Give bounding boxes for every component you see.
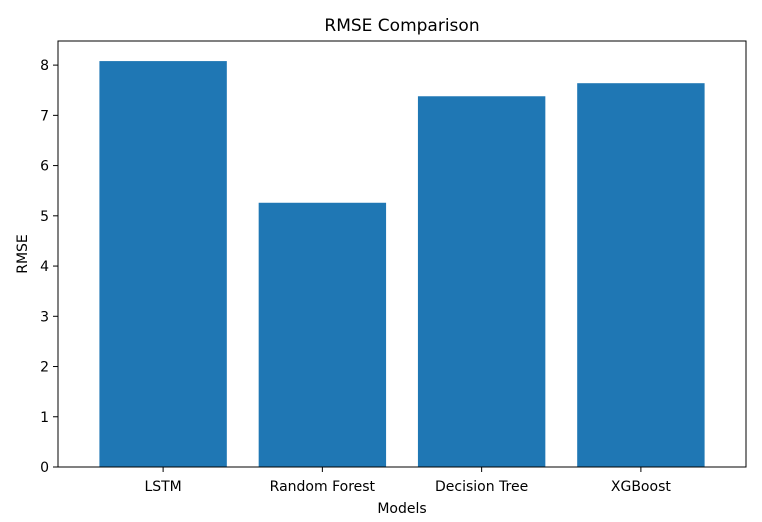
y-axis: 0 1 2 3 4 5 6 7 8	[40, 58, 58, 476]
bar-xgboost	[577, 83, 705, 467]
axes-frame	[57, 40, 747, 468]
bar-decision-tree	[417, 96, 546, 467]
x-tick-label: Decision Tree	[435, 479, 528, 495]
y-tick-label: 4	[40, 259, 49, 275]
plot-area	[57, 40, 747, 468]
x-tick-label: LSTM	[144, 479, 181, 495]
x-tick-label: Random Forest	[270, 479, 376, 495]
x-tick-label: XGBoost	[611, 479, 671, 495]
y-tick-label: 3	[40, 309, 49, 325]
y-tick-label: 5	[40, 209, 49, 225]
bar-lstm	[99, 61, 227, 468]
bars-group	[99, 61, 705, 468]
y-tick-label: 0	[40, 460, 49, 476]
chart-title: RMSE Comparison	[324, 16, 479, 36]
y-tick-label: 6	[40, 159, 49, 175]
y-tick-label: 7	[40, 108, 49, 124]
bar-random-forest	[258, 202, 387, 467]
y-tick-label: 1	[40, 410, 49, 426]
x-axis-label: Models	[377, 501, 426, 517]
y-axis-label: RMSE	[15, 234, 31, 274]
y-tick-label: 8	[40, 58, 49, 74]
x-axis: LSTM Random Forest Decision Tree XGBoost	[144, 467, 671, 495]
y-tick-label: 2	[40, 360, 49, 376]
